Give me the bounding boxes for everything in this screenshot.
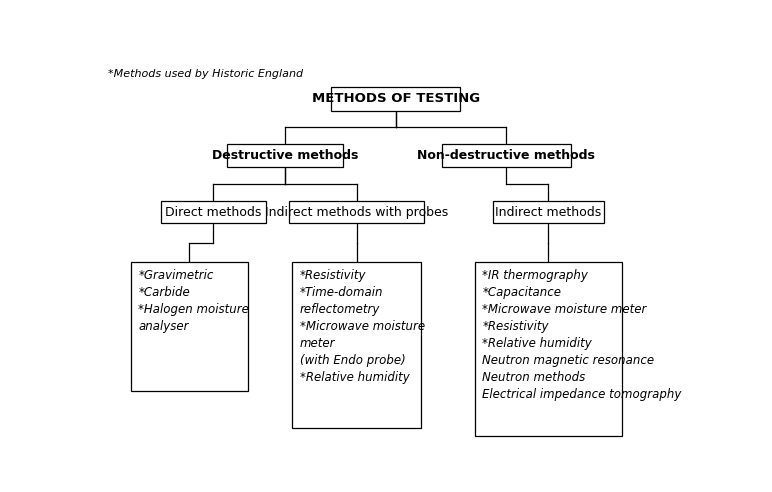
Text: METHODS OF TESTING: METHODS OF TESTING xyxy=(312,92,479,105)
FancyBboxPatch shape xyxy=(227,144,344,167)
Text: Destructive methods: Destructive methods xyxy=(212,149,358,162)
Text: Indirect methods with probes: Indirect methods with probes xyxy=(265,206,449,219)
FancyBboxPatch shape xyxy=(161,202,266,223)
Text: *Resistivity
*Time-domain
reflectometry
*Microwave moisture
meter
(with Endo pro: *Resistivity *Time-domain reflectometry … xyxy=(300,269,425,384)
FancyBboxPatch shape xyxy=(331,87,460,111)
FancyBboxPatch shape xyxy=(442,144,571,167)
FancyBboxPatch shape xyxy=(293,262,421,429)
Text: *Gravimetric
*Carbide
*Halogen moisture
analyser: *Gravimetric *Carbide *Halogen moisture … xyxy=(138,269,249,333)
FancyBboxPatch shape xyxy=(131,262,248,391)
Text: Indirect methods: Indirect methods xyxy=(495,206,601,219)
Text: Non-destructive methods: Non-destructive methods xyxy=(418,149,595,162)
FancyBboxPatch shape xyxy=(475,262,621,436)
FancyBboxPatch shape xyxy=(290,202,424,223)
FancyBboxPatch shape xyxy=(493,202,604,223)
Text: *IR thermography
*Capacitance
*Microwave moisture meter
*Resistivity
*Relative h: *IR thermography *Capacitance *Microwave… xyxy=(482,269,682,401)
Text: *Methods used by Historic England: *Methods used by Historic England xyxy=(108,68,303,79)
Text: Direct methods: Direct methods xyxy=(165,206,262,219)
